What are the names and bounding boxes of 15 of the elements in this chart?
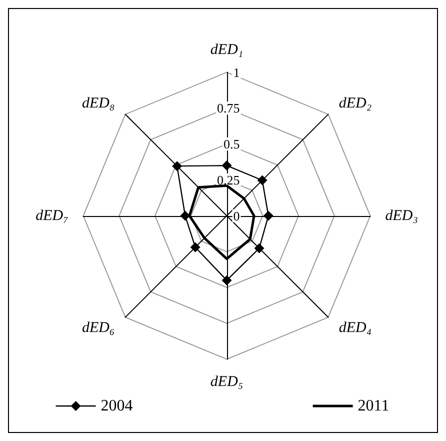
- spoke-label: dED₅: [210, 374, 244, 390]
- spoke-label: dED₈: [82, 96, 115, 112]
- y-tick-label: 0: [233, 208, 240, 224]
- spoke-label: dED₆: [82, 320, 115, 336]
- y-tick-label: 0.25: [217, 172, 240, 188]
- y-tick-label: 0.5: [224, 136, 240, 152]
- spoke-label: dED₂: [338, 96, 372, 112]
- spoke-label: dED₇: [36, 208, 68, 224]
- y-tick-label: 0.75: [217, 100, 240, 116]
- spoke-label: dED₄: [338, 320, 372, 336]
- spoke-label: dED₁: [210, 42, 244, 58]
- spoke-label: dED₃: [385, 208, 418, 224]
- legend-label: 2011: [358, 398, 390, 414]
- legend-label: 2004: [100, 398, 133, 414]
- y-tick-label: 1: [233, 64, 240, 80]
